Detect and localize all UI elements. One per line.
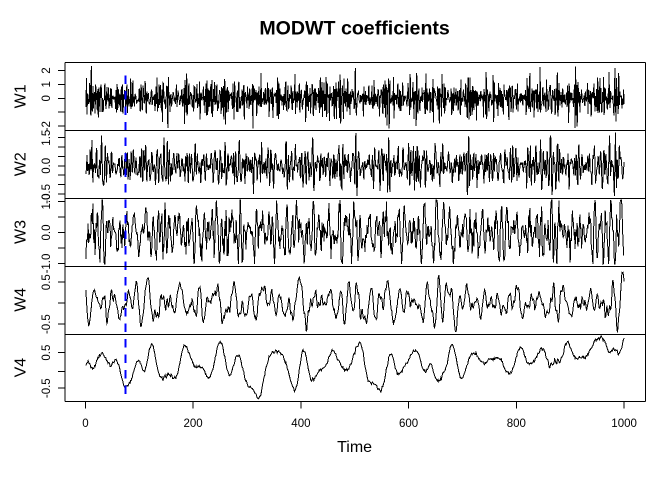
svg-text:W1: W1 [13, 84, 30, 108]
svg-text:0: 0 [82, 418, 88, 430]
svg-text:1.0: 1.0 [41, 194, 53, 210]
svg-text:V4: V4 [13, 358, 30, 378]
svg-text:2: 2 [41, 67, 53, 73]
svg-text:0.5: 0.5 [41, 274, 53, 290]
svg-text:0: 0 [41, 95, 53, 101]
svg-text:1: 1 [41, 81, 53, 87]
svg-text:200: 200 [184, 418, 203, 430]
svg-text:0.0: 0.0 [41, 225, 53, 241]
svg-text:800: 800 [507, 418, 526, 430]
svg-text:0.0: 0.0 [41, 158, 53, 174]
svg-text:W4: W4 [13, 288, 30, 312]
svg-text:W3: W3 [13, 220, 30, 244]
svg-text:MODWT coefficients: MODWT coefficients [259, 18, 450, 40]
svg-text:400: 400 [291, 418, 310, 430]
svg-text:1000: 1000 [611, 418, 637, 430]
svg-text:1.5: 1.5 [41, 130, 53, 146]
svg-text:0.5: 0.5 [41, 345, 53, 361]
svg-text:W2: W2 [13, 152, 30, 176]
svg-text:Time: Time [337, 439, 372, 456]
svg-text:-0.5: -0.5 [41, 378, 53, 398]
svg-text:-1.0: -1.0 [41, 254, 53, 274]
svg-text:-0.5: -0.5 [41, 184, 53, 204]
svg-text:-2: -2 [41, 121, 53, 131]
svg-text:-0.5: -0.5 [41, 314, 53, 334]
svg-text:600: 600 [399, 418, 418, 430]
